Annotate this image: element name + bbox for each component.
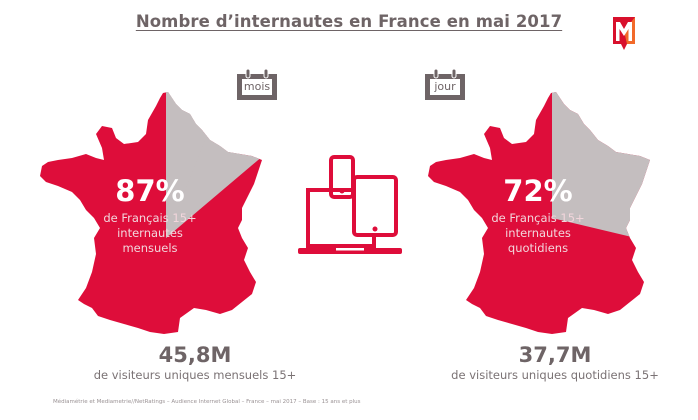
monthly-sub-line2: internautes (117, 226, 183, 240)
monthly-visitors-label: de visiteurs uniques mensuels 15+ (93, 368, 297, 382)
monthly-sub-line1: de Français 15+ (103, 211, 197, 225)
source-footnote: Médiamétrie et Mediametrie//NetRatings –… (53, 399, 361, 405)
france-map-daily: 72% de Français 15+ internautes quotidie… (418, 88, 658, 338)
daily-sub-line1: de Français 15+ (491, 211, 585, 225)
calendar-month-label: mois (242, 79, 272, 95)
daily-visitors-label: de visiteurs uniques quotidiens 15+ (451, 368, 659, 382)
monthly-visitors-value: 45,8M (158, 343, 232, 367)
daily-percent: 72% (503, 174, 573, 208)
mediametrie-logo-icon (613, 17, 635, 50)
calendar-day-label: jour (430, 79, 460, 95)
monthly-percent: 87% (115, 174, 185, 208)
devices-icon (298, 155, 402, 254)
page-title: Nombre d’internautes en France en mai 20… (135, 12, 563, 31)
monthly-sub-line3: mensuels (122, 241, 178, 255)
france-map-monthly: 87% de Français 15+ internautes mensuels (30, 88, 270, 338)
daily-visitors-value: 37,7M (518, 343, 592, 367)
daily-sub-line3: quotidiens (507, 241, 569, 255)
calendar-month-icon: mois (236, 68, 278, 100)
calendar-day-icon: jour (424, 68, 466, 100)
daily-sub-line2: internautes (505, 226, 571, 240)
